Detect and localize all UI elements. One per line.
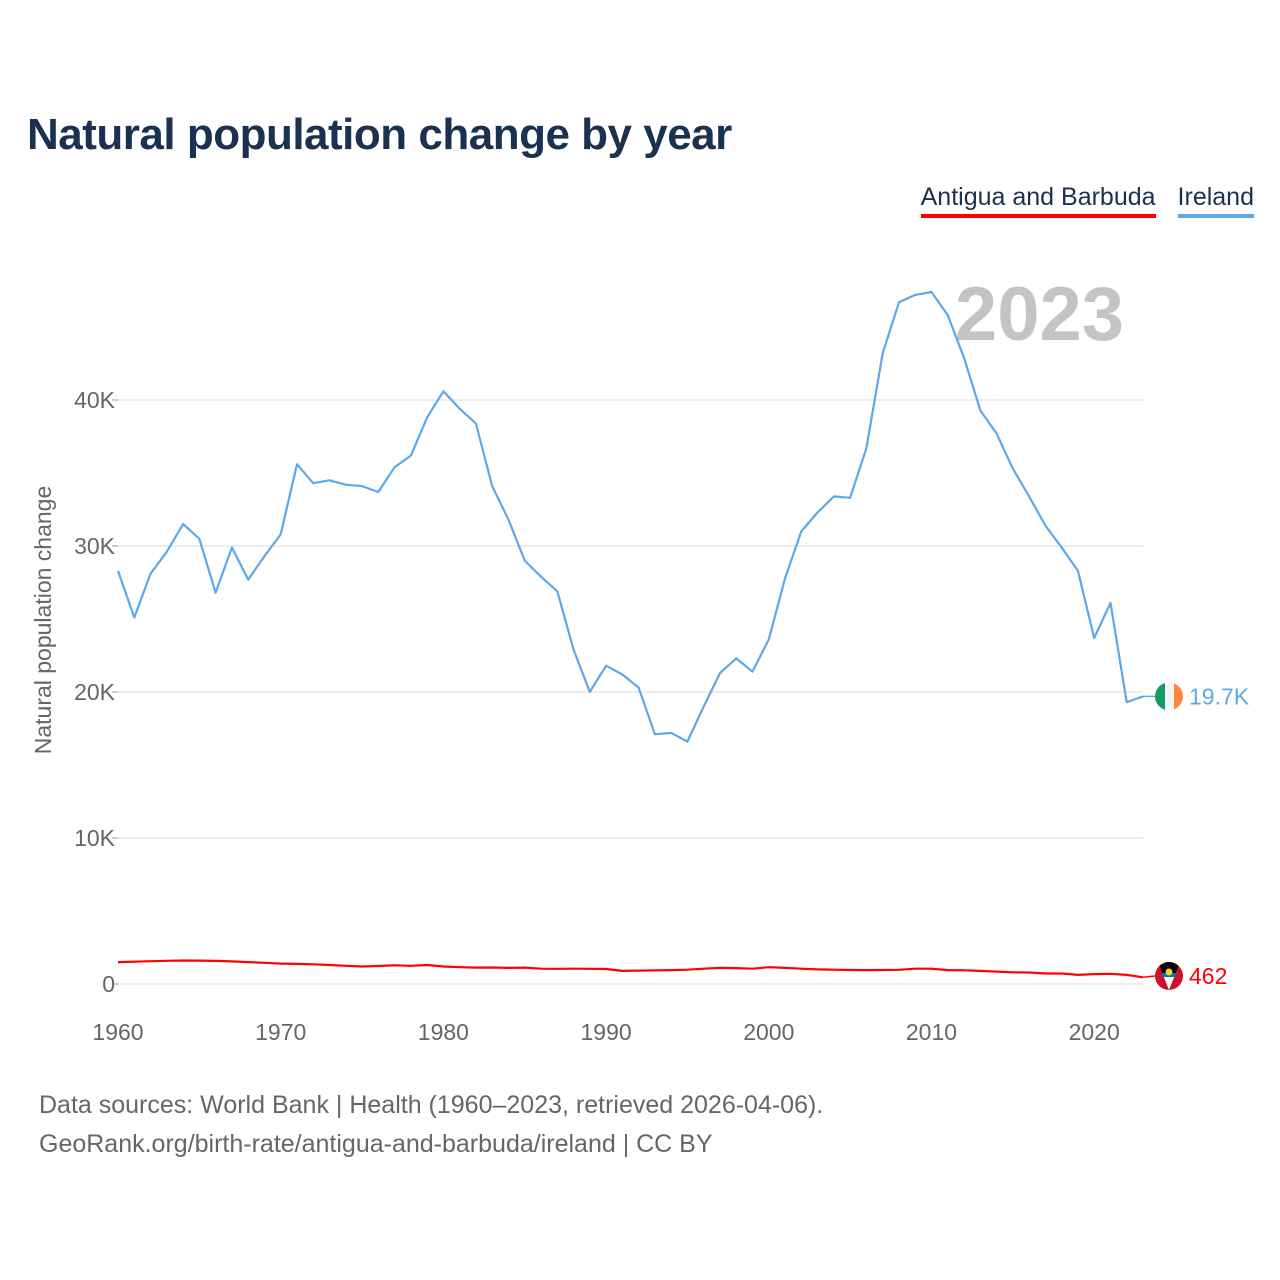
footer-link[interactable]: GeoRank.org/birth-rate/antigua-and-barbu…	[39, 1130, 713, 1158]
y-tick-label: 30K	[74, 533, 116, 559]
end-value-label: 19.7K	[1189, 683, 1250, 709]
y-tick-label: 0	[102, 971, 115, 997]
series-line-antigua	[117, 959, 1144, 979]
x-tick-label: 1990	[581, 1019, 632, 1045]
footer: Data sources: World Bank | Health (1960–…	[39, 1086, 823, 1164]
legend-item-antigua[interactable]: Antigua and Barbuda	[920, 183, 1156, 218]
antigua-and-barbuda-flag-icon	[1155, 962, 1183, 990]
footer-sources: Data sources: World Bank | Health (1960–…	[39, 1091, 824, 1119]
y-tick-label: 10K	[74, 825, 116, 851]
y-tick-label: 20K	[74, 679, 116, 705]
y-tick-label: 40K	[74, 387, 116, 413]
x-tick-label: 2020	[1069, 1019, 1120, 1045]
x-tick-label: 1980	[418, 1019, 469, 1045]
chart-title: Natural population change by year	[27, 110, 732, 159]
ireland-flag-icon	[1155, 682, 1183, 711]
year-watermark: 2023	[955, 272, 1124, 357]
legend-item-ireland[interactable]: Ireland	[1177, 183, 1254, 218]
x-tick-label: 1970	[255, 1019, 306, 1045]
series-line-ireland	[116, 290, 1144, 743]
x-tick-label: 2000	[743, 1019, 794, 1045]
x-tick-label: 1960	[92, 1019, 143, 1045]
y-axis-label: Natural population change	[30, 486, 56, 755]
end-value-label: 462	[1189, 963, 1227, 989]
end-connector	[1142, 975, 1156, 979]
legend: Antigua and Barbuda Ireland	[920, 183, 1254, 218]
x-tick-label: 2010	[906, 1019, 957, 1045]
